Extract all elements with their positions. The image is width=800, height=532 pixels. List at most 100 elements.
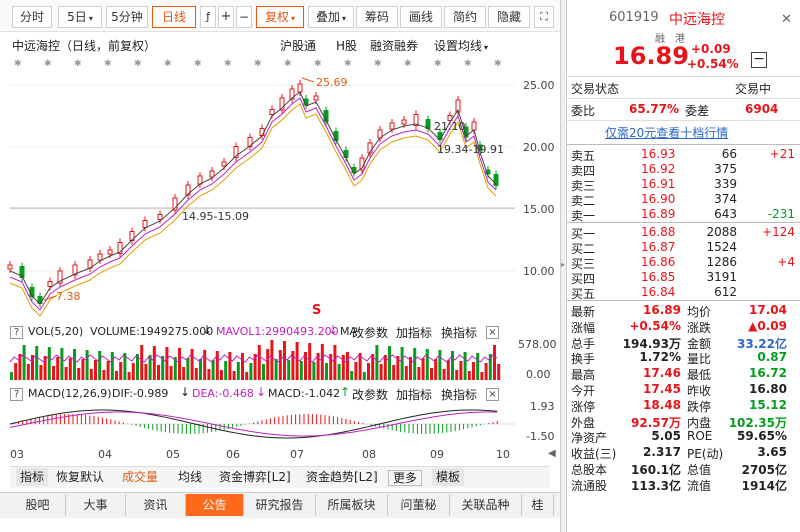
volume-bar bbox=[283, 341, 286, 380]
sell-signal-marker: S bbox=[312, 303, 322, 318]
pen-icon[interactable]: ƒ bbox=[200, 6, 216, 28]
ma-setting-dropdown[interactable]: 设置均线 ▾ bbox=[434, 39, 489, 53]
order-price: 16.86 bbox=[641, 255, 676, 269]
stat-value: 102.35万 bbox=[728, 415, 787, 430]
order-volume: 2088 bbox=[706, 225, 737, 239]
minimize-icon[interactable]: − bbox=[751, 52, 767, 68]
overlay-dropdown[interactable]: 叠加 ▾ bbox=[308, 6, 354, 28]
tab-daily[interactable]: 日线 bbox=[152, 6, 196, 28]
stat-value: 5.05 bbox=[651, 429, 681, 444]
tab-indicator[interactable]: 指标 bbox=[16, 468, 49, 486]
tab-fund-trend[interactable]: 资金趋势[L2] bbox=[306, 470, 378, 484]
stat-label: 收益(三) bbox=[571, 447, 617, 462]
macd-chart[interactable] bbox=[0, 402, 560, 446]
crosshair-icon[interactable]: + bbox=[218, 6, 234, 28]
candle-body bbox=[493, 174, 499, 186]
tab-restore-default[interactable]: 恢复默认 bbox=[56, 470, 105, 484]
volume-bar bbox=[169, 366, 173, 380]
event-marker: ✱ bbox=[284, 59, 292, 69]
arrow-down-icon: ↓ bbox=[328, 323, 339, 337]
candle-body bbox=[289, 88, 295, 100]
adjust-dropdown[interactable]: 复权 ▾ bbox=[256, 6, 304, 28]
template-button[interactable]: 模板 bbox=[432, 468, 465, 486]
macd-add-button[interactable]: 加指标 bbox=[396, 388, 433, 402]
tab-research[interactable]: 研究报告 bbox=[244, 494, 316, 516]
stat-label: 总股本 bbox=[571, 463, 608, 477]
tab-news[interactable]: 资讯 bbox=[126, 494, 186, 516]
link-h-share[interactable]: H股 bbox=[336, 39, 358, 53]
tab-announcement[interactable]: 公告 bbox=[186, 494, 244, 516]
candle-body bbox=[279, 97, 285, 111]
expand-icon[interactable]: ⛶ bbox=[534, 6, 554, 28]
link-shgt[interactable]: 沪股通 bbox=[280, 39, 317, 53]
stat-value: 17.04 bbox=[749, 303, 787, 317]
collapse-icon[interactable]: ▸ bbox=[561, 260, 566, 269]
volume-bar bbox=[89, 369, 93, 380]
minus-icon[interactable]: − bbox=[236, 6, 252, 28]
vol-param-button[interactable]: 改参数 bbox=[352, 326, 389, 340]
simple-button[interactable]: 简约 bbox=[444, 6, 486, 28]
tab-timeshare[interactable]: 分时 bbox=[12, 6, 52, 28]
volume-bar bbox=[35, 346, 39, 380]
tab-guba[interactable]: 股吧 bbox=[10, 494, 66, 516]
volume-bar bbox=[484, 363, 488, 380]
volume-bar bbox=[131, 363, 135, 380]
close-icon[interactable]: × bbox=[486, 326, 499, 339]
link-margin[interactable]: 融资融券 bbox=[370, 39, 419, 53]
stat-label: 最新 bbox=[571, 305, 596, 319]
vol-add-button[interactable]: 加指标 bbox=[396, 326, 433, 340]
mavol-line bbox=[9, 354, 498, 363]
help-icon[interactable]: ? bbox=[10, 388, 23, 401]
volume-bar bbox=[18, 354, 22, 380]
macd-param-button[interactable]: 改参数 bbox=[352, 388, 389, 402]
help-icon[interactable]: ? bbox=[10, 326, 23, 339]
tab-ask-secretary[interactable]: 问董秘 bbox=[388, 494, 450, 516]
macd-switch-button[interactable]: 换指标 bbox=[441, 388, 478, 402]
hide-button[interactable]: 隐藏 bbox=[488, 6, 530, 28]
candle-body bbox=[269, 109, 275, 115]
kline-chart[interactable]: ✱ ✱ ✱ ✱ ✱ ✱ ✱ ✱ ✱ ✱ ✱ ✱ ✱ ✱ ✱ ✱ ✱ bbox=[0, 52, 560, 322]
tab-related[interactable]: 关联品种 bbox=[450, 494, 522, 516]
trade-status-value: 交易中 bbox=[735, 82, 772, 96]
stat-label: 涨停 bbox=[571, 399, 596, 414]
candle-body bbox=[209, 170, 215, 178]
order-volume: 1524 bbox=[706, 240, 737, 254]
level2-promo-link[interactable]: 仅需20元查看十档行情 bbox=[605, 126, 729, 140]
vol-switch-button[interactable]: 换指标 bbox=[441, 326, 478, 340]
last-price: 16.89 bbox=[613, 42, 689, 70]
volume-bar bbox=[278, 350, 282, 380]
close-icon[interactable]: ✕ bbox=[781, 12, 792, 27]
close-icon[interactable]: × bbox=[486, 388, 499, 401]
stock-code: 601919 bbox=[609, 10, 659, 25]
tab-sector[interactable]: 所属板块 bbox=[316, 494, 388, 516]
tab-volume[interactable]: 成交量 bbox=[122, 470, 159, 484]
tab-5min[interactable]: 5分钟 bbox=[106, 6, 148, 28]
volume-chart[interactable] bbox=[0, 340, 560, 382]
month-tick: 06 bbox=[226, 448, 240, 461]
volume-bar bbox=[161, 356, 165, 380]
tab-ma[interactable]: 均线 bbox=[178, 470, 203, 484]
volume-bar bbox=[467, 371, 471, 380]
volume-bar bbox=[434, 359, 438, 380]
scroll-left-icon[interactable]: ◀ bbox=[548, 448, 556, 459]
weicha-value: 6904 bbox=[745, 102, 779, 116]
volume-bar bbox=[98, 351, 102, 380]
tab-events[interactable]: 大事 bbox=[66, 494, 126, 516]
candle-body bbox=[19, 266, 25, 278]
order-price: 16.91 bbox=[641, 177, 676, 191]
panel-splitter[interactable] bbox=[560, 0, 566, 532]
stat-label: 量比 bbox=[687, 352, 712, 367]
stat-label: 总手 bbox=[571, 336, 596, 351]
event-marker: ✱ bbox=[314, 59, 322, 69]
draw-line-button[interactable]: 画线 bbox=[400, 6, 442, 28]
tab-more[interactable]: 桂 bbox=[522, 494, 554, 516]
tab-5day[interactable]: 5日 ▾ bbox=[58, 6, 102, 28]
ma-line bbox=[9, 103, 497, 317]
event-marker: ✱ bbox=[44, 59, 52, 69]
chip-button[interactable]: 筹码 bbox=[356, 6, 398, 28]
tab-fund-game[interactable]: 资金博弈[L2] bbox=[219, 470, 291, 484]
volume-bar bbox=[232, 371, 236, 380]
candle-body bbox=[463, 126, 469, 138]
event-marker: ✱ bbox=[344, 59, 352, 69]
more-button[interactable]: 更多 bbox=[388, 470, 423, 486]
